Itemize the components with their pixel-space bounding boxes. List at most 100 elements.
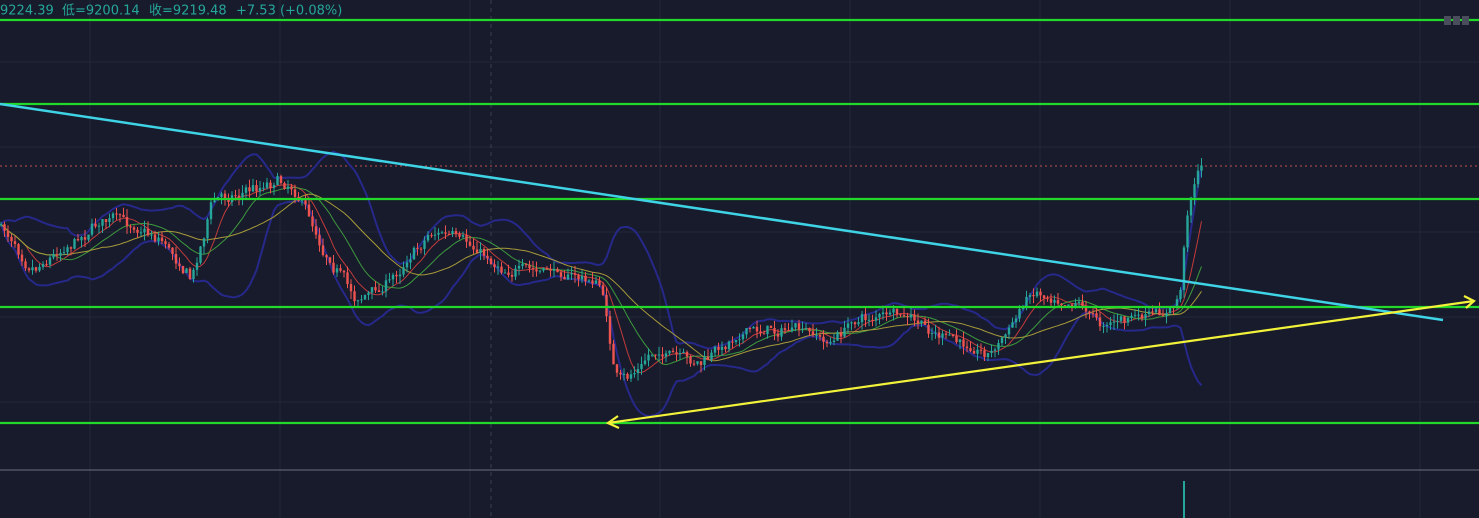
candle-body <box>1063 305 1067 307</box>
candle-body <box>857 322 860 325</box>
candle-body <box>657 354 661 356</box>
candle-body <box>419 248 423 250</box>
candle-body <box>671 350 675 353</box>
moving-average <box>0 193 1202 362</box>
candle-body <box>619 372 622 375</box>
candle-body <box>472 245 475 250</box>
candle-body <box>773 327 776 334</box>
candle-body <box>955 336 958 343</box>
candle-body <box>1123 316 1126 323</box>
candle-body <box>762 333 766 335</box>
candle-body <box>580 275 584 280</box>
candle-body <box>346 272 349 285</box>
candle-body <box>48 257 52 265</box>
candle-body <box>321 245 325 256</box>
candle-body <box>1028 295 1032 297</box>
candle-body <box>55 254 59 256</box>
candle-body <box>696 361 699 364</box>
candle-body <box>916 320 920 324</box>
candle-body <box>433 234 437 236</box>
candle-body <box>962 339 965 347</box>
candle-body <box>878 314 881 318</box>
candle-body <box>206 219 209 239</box>
candle-body <box>356 300 360 302</box>
candle-body <box>447 233 451 235</box>
candle-body <box>31 267 34 271</box>
candle-body <box>241 192 244 198</box>
candle-body <box>804 328 808 330</box>
candle-body <box>335 268 339 273</box>
candle-body <box>503 272 507 274</box>
candle-body <box>1161 315 1165 317</box>
candle-body <box>846 323 850 328</box>
candle-body <box>52 254 55 258</box>
candle-body <box>286 186 290 189</box>
candle-body <box>906 316 909 318</box>
icon[interactable] <box>1444 16 1451 25</box>
candle-body <box>899 314 902 316</box>
candle-body <box>265 182 269 188</box>
candle-body <box>909 314 913 318</box>
candle-body <box>437 232 440 235</box>
candle-body <box>566 274 570 280</box>
candle-body <box>24 261 27 269</box>
candle-body <box>528 264 531 269</box>
candle-body <box>370 287 374 293</box>
candle-body <box>832 340 836 343</box>
candle-body <box>521 263 524 267</box>
candle-body <box>636 369 640 374</box>
candle-body <box>829 342 832 344</box>
candle-body <box>1095 313 1098 318</box>
candle-body <box>83 237 87 240</box>
candle-body <box>1137 314 1140 316</box>
candle-body <box>787 329 790 331</box>
candle-body <box>496 266 500 268</box>
candle-body <box>479 248 482 253</box>
candle-body <box>1168 307 1172 314</box>
candle-body <box>608 316 612 344</box>
pane-icons[interactable] <box>1444 16 1469 25</box>
candle-body <box>384 280 388 292</box>
candle-body <box>948 334 951 336</box>
low-value: 低=9200.14 <box>62 4 140 19</box>
candle-body <box>349 284 353 292</box>
candle-body <box>1112 321 1116 323</box>
candle-body <box>416 247 419 249</box>
candle-body <box>181 266 185 274</box>
candle-body <box>290 186 293 190</box>
candle-body <box>251 185 255 192</box>
candle-body <box>678 353 682 355</box>
candle-body <box>353 291 356 302</box>
candle-body <box>45 264 48 266</box>
change-value: +7.53 (+0.08%) <box>236 4 342 19</box>
candle-body <box>1189 197 1193 216</box>
candle-body <box>62 252 66 254</box>
candle-body <box>811 331 815 336</box>
bollinger-bands <box>0 150 1203 418</box>
close-value: 收=9219.48 <box>149 4 227 19</box>
candle-body <box>139 232 143 234</box>
candle-body <box>643 360 647 365</box>
candle-body <box>1088 311 1091 314</box>
candle-body <box>3 224 6 231</box>
candle-body <box>780 328 783 337</box>
candle-body <box>864 314 867 321</box>
candle-body <box>150 234 153 236</box>
candle-body <box>843 327 846 337</box>
candle-body <box>1098 317 1102 327</box>
candle-body <box>965 346 969 349</box>
icon[interactable] <box>1462 16 1469 25</box>
candle-body <box>755 326 759 332</box>
candle-body <box>650 354 654 356</box>
candle-body <box>185 268 188 274</box>
candle-body <box>195 262 199 270</box>
candle-body <box>388 279 391 281</box>
candle-body <box>822 336 825 342</box>
candle-body <box>104 219 108 222</box>
candle-body <box>815 335 818 337</box>
candle-body <box>304 200 307 205</box>
icon[interactable] <box>1453 16 1460 25</box>
candle-body <box>717 346 720 350</box>
candle-body <box>451 231 454 234</box>
